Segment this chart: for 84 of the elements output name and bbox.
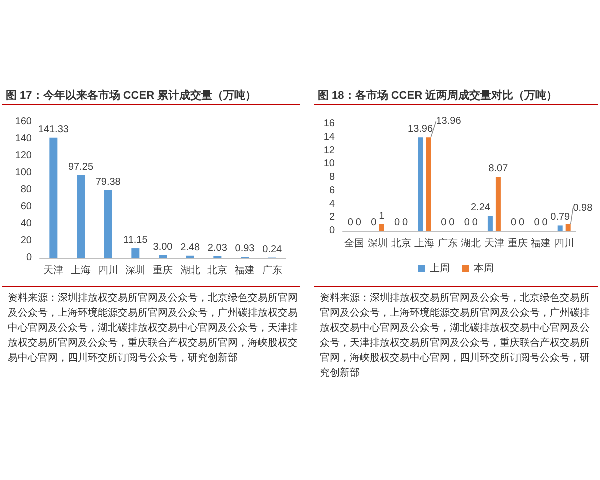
data-label: 0 xyxy=(534,218,540,228)
x-tick-label: 天津 xyxy=(44,264,64,276)
y-tick-label: 140 xyxy=(15,134,32,144)
y-tick-label: 40 xyxy=(20,218,32,230)
data-label: 0.24 xyxy=(262,244,282,256)
data-label: 0.98 xyxy=(573,202,594,214)
data-label: 8.07 xyxy=(488,164,509,175)
y-tick-label: 2 xyxy=(329,212,336,224)
data-label: 79.38 xyxy=(96,177,122,188)
y-tick-label: 160 xyxy=(15,116,32,128)
y-tick-label: 16 xyxy=(324,118,336,130)
y-tick-label: 10 xyxy=(324,158,336,170)
x-tick-label: 上海 xyxy=(414,238,435,250)
data-label: 1 xyxy=(379,210,386,222)
x-tick-label: 四川 xyxy=(554,238,574,250)
data-label: 0 xyxy=(472,218,478,228)
data-label: 0 xyxy=(371,218,378,228)
y-tick-label: 4 xyxy=(329,198,336,210)
data-label: 0 xyxy=(464,218,470,228)
bar xyxy=(159,255,167,258)
y-tick-label: 80 xyxy=(20,184,32,196)
bar xyxy=(132,248,140,258)
data-label: 0 xyxy=(356,218,362,228)
data-label: 2.24 xyxy=(470,202,491,214)
chart-title: 图 17：今年以来各市场 CCER 累计成交量（万吨） xyxy=(6,88,257,103)
x-tick-label: 湖北 xyxy=(180,264,200,276)
data-label: 13.96 xyxy=(436,116,462,128)
data-label: 0 xyxy=(518,218,525,228)
data-label: 13.96 xyxy=(408,124,434,136)
x-tick-label: 重庆 xyxy=(153,264,173,276)
bar xyxy=(104,190,112,258)
data-label: 0.79 xyxy=(550,212,571,224)
x-tick-label: 重庆 xyxy=(508,238,528,250)
bar xyxy=(50,138,58,258)
data-label: 97.25 xyxy=(68,162,94,173)
data-label: 3.00 xyxy=(153,242,174,253)
bar xyxy=(496,177,501,231)
x-tick-label: 广东 xyxy=(438,238,458,250)
data-label: 0 xyxy=(510,218,517,228)
x-tick-label: 上海 xyxy=(71,264,91,276)
data-label: 0 xyxy=(441,218,448,228)
data-label: 11.15 xyxy=(124,235,148,246)
legend-label: 上周 xyxy=(430,262,450,274)
bar xyxy=(566,224,571,231)
y-tick-label: 6 xyxy=(329,185,336,196)
bar xyxy=(488,216,493,231)
y-tick-label: 14 xyxy=(324,132,336,143)
x-tick-label: 北京 xyxy=(391,238,412,250)
data-label: 141.33 xyxy=(38,124,70,136)
x-tick-label: 广东 xyxy=(262,264,282,276)
x-tick-label: 四川 xyxy=(98,264,118,276)
x-tick-label: 福建 xyxy=(235,264,255,276)
bar xyxy=(558,226,563,231)
data-label: 0.93 xyxy=(235,244,256,255)
x-tick-label: 全国 xyxy=(344,238,365,250)
y-tick-label: 0 xyxy=(329,226,336,236)
y-tick-label: 12 xyxy=(324,145,336,156)
y-tick-label: 20 xyxy=(20,236,32,246)
x-tick-label: 湖北 xyxy=(461,238,482,250)
data-label: 2.48 xyxy=(180,242,200,254)
y-tick-label: 100 xyxy=(15,168,32,178)
bar xyxy=(77,175,85,258)
text: 资料来源：深圳排放权交易所官网及公众号，北京绿色交易所官网及公众号，上海环境能源交易所官网及公众号，广州碳排放权交易中心官网及公众号，湖北碳排放权交易中心官网及公众号，天津排放权交易所官网及公众号，重庆联合产权交易所官网，海峡股权交易中心官网，四川环交所订阅号公众号，研究创新部 xyxy=(320,292,591,381)
x-tick-label: 北京 xyxy=(208,264,228,276)
y-tick-label: 120 xyxy=(15,150,32,162)
x-tick-label: 福建 xyxy=(531,238,552,250)
bar xyxy=(418,138,424,231)
bar xyxy=(426,138,432,231)
bar xyxy=(379,224,384,231)
y-tick-label: 60 xyxy=(20,202,32,212)
y-tick-label: 8 xyxy=(329,172,336,183)
text: 资料来源：深圳排放权交易所官网及公众号，北京绿色交易所官网及公众号，上海环境能源交易所官网及公众号，广州碳排放权交易中心官网及公众号，湖北碳排放权交易中心官网及公众号，天津排放权交易所官网及公众号，重庆联合产权交易所官网，海峡股权交易中心官网，四川环交所订阅号公众号，研究创新部 xyxy=(8,292,299,366)
data-label: 0 xyxy=(394,218,400,228)
data-label: 2.03 xyxy=(208,242,228,254)
data-label: 0 xyxy=(348,218,354,228)
x-tick-label: 天津 xyxy=(484,238,504,250)
data-label: 0 xyxy=(402,218,408,228)
data-label: 0 xyxy=(449,218,456,228)
chart-title: 图 18：各市场 CCER 近两周成交量对比（万吨） xyxy=(318,88,558,103)
legend-label: 本周 xyxy=(474,262,494,274)
data-label: 0 xyxy=(542,218,548,228)
y-tick-label: 0 xyxy=(26,252,32,264)
x-tick-label: 深圳 xyxy=(126,264,146,276)
x-tick-label: 深圳 xyxy=(368,238,388,250)
